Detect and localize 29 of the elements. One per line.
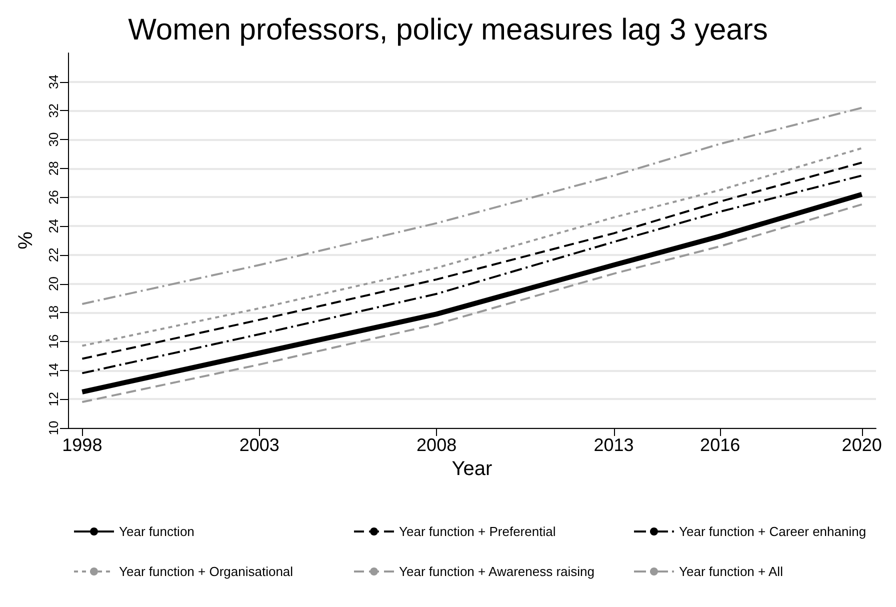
y-tick-label: 32 [46, 103, 61, 118]
legend-label: Year function + All [679, 564, 784, 579]
legend-label: Year function + Preferential [399, 524, 556, 539]
y-tick-label: 20 [46, 276, 61, 292]
chart-title: Women professors, policy measures lag 3 years [128, 14, 768, 46]
y-tick-label: 18 [46, 305, 61, 320]
y-tick-label: 16 [46, 334, 61, 349]
y-tick-label: 34 [46, 74, 61, 90]
y-tick-label: 14 [46, 363, 61, 378]
line-series [81, 106, 863, 305]
x-tick-label: 1998 [62, 435, 102, 455]
y-tick-label: 22 [46, 248, 61, 262]
y-axis-title: % [15, 231, 37, 250]
legend-label: Year function + Career enhaning [679, 524, 866, 539]
x-tick-label: 2016 [700, 435, 740, 455]
x-axis-title: Year [452, 458, 493, 480]
y-tick-label: 10 [46, 420, 61, 436]
y-tick-label: 26 [46, 190, 61, 204]
legend-label: Year function + Awareness raising [399, 564, 594, 579]
x-tick-label: 2003 [239, 435, 280, 455]
legend-label: Year function + Organisational [119, 564, 294, 579]
y-tick-label: 30 [46, 132, 61, 147]
y-tick-label: 12 [46, 392, 61, 406]
x-tick-label: 2013 [594, 435, 634, 455]
y-tick-label: 24 [46, 218, 61, 234]
legend-label: Year function [119, 524, 194, 539]
x-tick-label: 2008 [416, 435, 457, 455]
x-tick-label: 2020 [842, 435, 882, 455]
y-tick-label: 28 [46, 161, 61, 176]
